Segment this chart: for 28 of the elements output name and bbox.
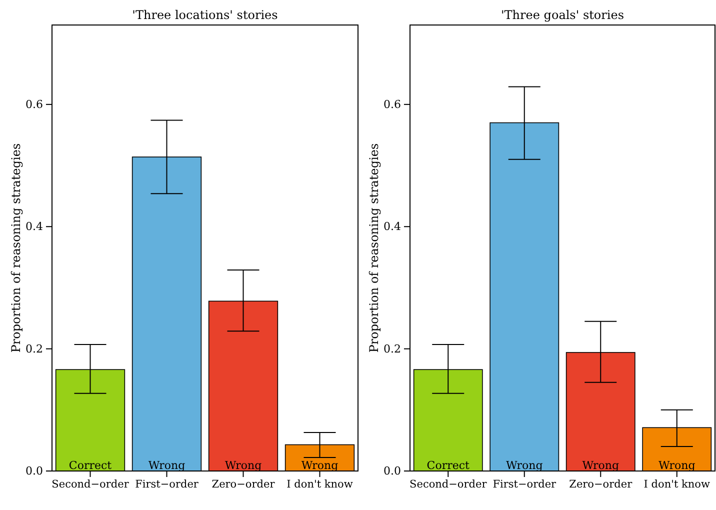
annotation: Wrong: [224, 459, 262, 472]
y-tick-label: 0.2: [26, 342, 43, 356]
x-tick-label: Zero−order: [569, 478, 634, 490]
x-tick-label: First−order: [135, 478, 200, 490]
y-axis-title: Proportion of reasoning strategies: [367, 143, 381, 353]
chart-title: 'Three goals' stories: [501, 8, 624, 22]
x-tick-label: I don't know: [644, 478, 710, 490]
x-tick-label: Second−order: [52, 478, 130, 490]
y-tick-label: 0.2: [384, 342, 401, 356]
y-axis-title: Proportion of reasoning strategies: [9, 143, 23, 353]
y-tick-label: 0.6: [26, 98, 43, 111]
annotation: Wrong: [658, 459, 696, 472]
x-tick-label: I don't know: [286, 478, 353, 490]
x-tick-label: First−order: [492, 478, 558, 490]
annotation: Correct: [426, 459, 470, 472]
y-tick-label: 0.6: [384, 98, 401, 111]
annotation: Correct: [68, 459, 112, 472]
x-tick-label: Zero−order: [212, 478, 276, 490]
y-tick-label: 0.0: [384, 464, 401, 478]
y-tick-label: 0.4: [26, 220, 43, 234]
annotation: Wrong: [301, 459, 338, 472]
annotation: Wrong: [506, 459, 543, 472]
y-tick-label: 0.0: [26, 464, 43, 478]
y-tick-label: 0.4: [384, 220, 401, 234]
x-tick-label: Second−order: [410, 478, 488, 490]
chart-title: 'Three locations' stories: [132, 8, 278, 22]
annotation: Wrong: [148, 459, 186, 472]
annotation: Wrong: [582, 459, 620, 472]
